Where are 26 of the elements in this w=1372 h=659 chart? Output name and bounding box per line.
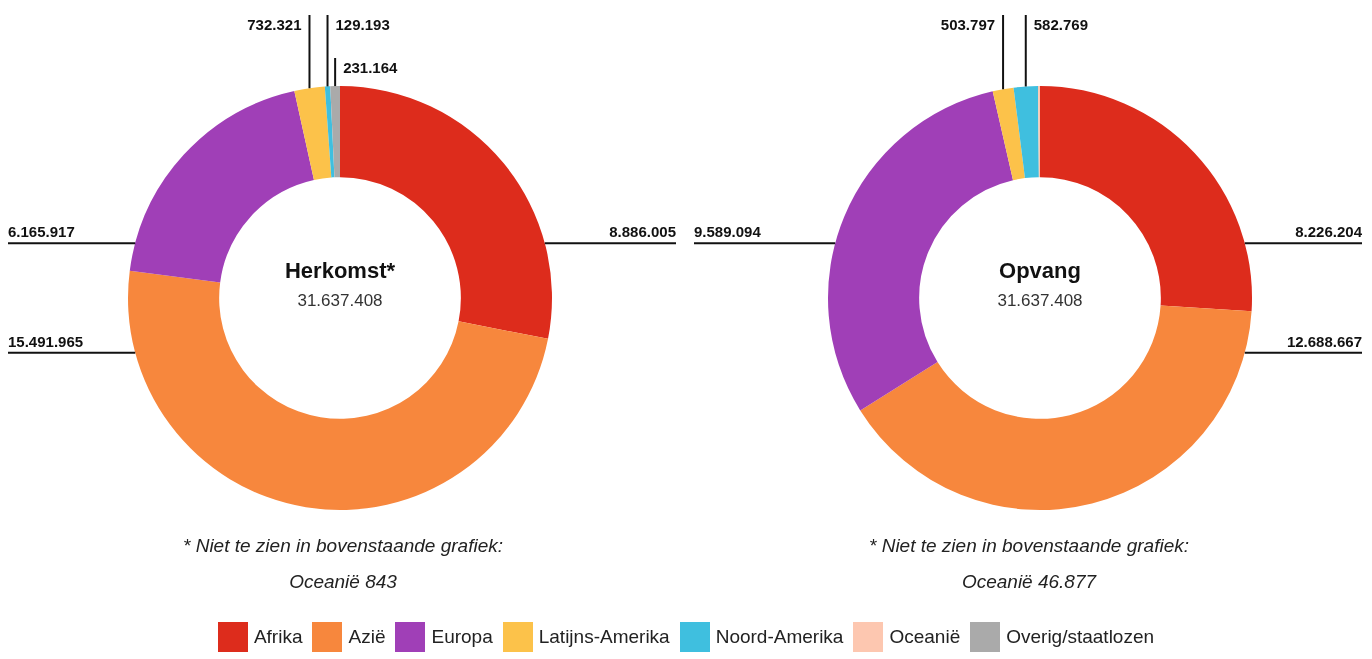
data-label: 15.491.965 [8,332,84,350]
text: 31.637.408 [297,291,383,310]
text: Oceanië 843 [288,570,398,594]
legend-label: Overig/staatlozen [1006,626,1155,648]
legend-label: Azië [348,626,386,648]
data-label: 732.321 [247,16,302,33]
data-label: 12.688.667 [1286,332,1362,350]
text: 31.637.408 [997,291,1083,310]
data-label: 6.165.917 [8,223,75,241]
data-label: 8.226.204 [1295,223,1363,241]
text: Oceanië 46.877 [960,570,1098,594]
legend-label: Noord-Amerika [715,626,844,648]
data-label: 503.797 [940,16,996,33]
legend-label: Latijns-Amerika [538,626,670,648]
legend-label: Afrika [253,626,303,648]
text: * Niet te zien in bovenstaande grafiek: [182,534,504,558]
data-label: 8.886.005 [609,223,676,241]
legend-label: Oceanië [889,626,961,648]
text: Opvang [999,258,1081,283]
legend-label: Europa [431,626,493,648]
data-label: 582.769 [1033,16,1088,33]
data-label: 231.164 [343,59,399,76]
data-label: 9.589.094 [694,223,762,241]
text: * Niet te zien in bovenstaande grafiek: [868,534,1190,558]
data-label: 129.193 [335,16,390,33]
text: Herkomst* [284,258,396,283]
